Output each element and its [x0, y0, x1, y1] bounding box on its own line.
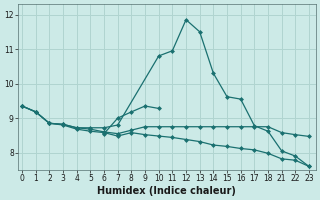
X-axis label: Humidex (Indice chaleur): Humidex (Indice chaleur) [98, 186, 236, 196]
